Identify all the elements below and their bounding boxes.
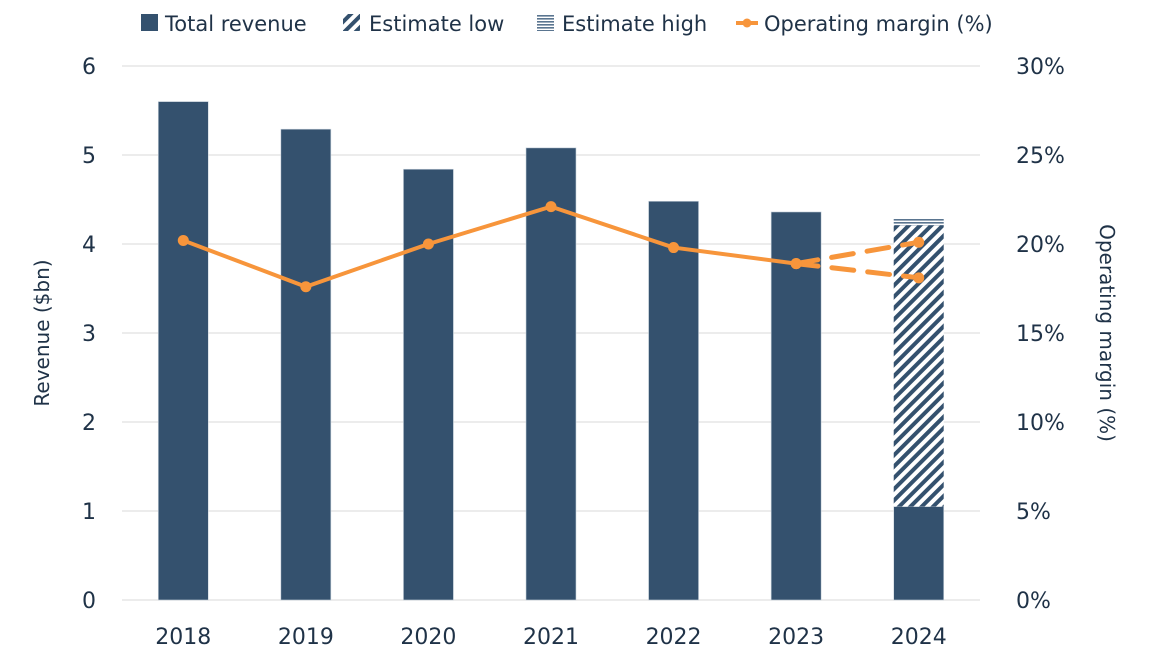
y2-tick-label: 5% (1016, 500, 1051, 525)
margin-line-point (790, 258, 802, 270)
y-tick-label: 6 (82, 55, 96, 80)
bar-total-revenue (157, 101, 209, 601)
legend-label: Operating margin (%) (764, 12, 993, 36)
legend-item-operating-margin[interactable]: Operating margin (%) (736, 12, 993, 36)
bar-total-revenue (403, 168, 454, 601)
margin-line (177, 201, 925, 293)
y-tick-label: 2 (82, 411, 96, 436)
legend-item-total-revenue[interactable]: Total revenue (141, 12, 307, 36)
y-axis-right: 0% 5% 10% 15% 20% 25% 30% (1016, 55, 1065, 614)
legend-swatch-dot (742, 18, 752, 28)
y-axis-title-right: Operating margin (%) (1095, 224, 1119, 442)
legend-label: Estimate high (562, 12, 707, 36)
y-axis-left: 0 1 2 3 4 5 6 (82, 55, 96, 614)
y2-tick-label: 30% (1016, 55, 1065, 80)
y2-tick-label: 20% (1016, 233, 1065, 258)
legend: Total revenue Estimate low Estimate high… (141, 12, 993, 36)
margin-line-point (668, 242, 680, 254)
bar-total-revenue (893, 506, 945, 601)
margin-line-point (177, 234, 189, 246)
margin-estimate-high-line (793, 239, 922, 267)
x-tick-label: 2024 (891, 625, 947, 650)
margin-line-point (300, 281, 312, 293)
bars (157, 101, 945, 601)
margin-estimate-high-line-point (913, 236, 925, 248)
x-tick-label: 2020 (400, 625, 456, 650)
y-tick-label: 1 (82, 500, 96, 525)
legend-swatch-square (141, 14, 158, 31)
bar-estimate-low (893, 225, 944, 507)
margin-line-point (545, 201, 557, 213)
x-axis: 2018 2019 2020 2021 2022 2023 2024 (155, 625, 946, 650)
y-tick-label: 3 (82, 322, 96, 347)
margin-estimate-low-line (793, 261, 922, 281)
legend-item-estimate-high[interactable]: Estimate high (537, 12, 707, 36)
y2-tick-label: 10% (1016, 411, 1065, 436)
y-tick-label: 0 (82, 589, 96, 614)
bar-total-revenue (525, 147, 577, 601)
legend-label: Estimate low (369, 12, 504, 36)
y-axis-title-left: Revenue ($bn) (30, 259, 54, 406)
bar-total-revenue (280, 128, 332, 601)
margin-line (182, 204, 797, 289)
y-tick-label: 4 (82, 233, 96, 258)
bar-estimate-high (893, 218, 944, 226)
legend-item-estimate-low[interactable]: Estimate low (343, 12, 504, 36)
y2-tick-label: 15% (1016, 322, 1065, 347)
legend-swatch-hatch (343, 14, 360, 31)
bar-total-revenue (770, 211, 822, 601)
x-tick-label: 2019 (278, 625, 334, 650)
bar-total-revenue (648, 200, 699, 601)
legend-swatch-lines (537, 14, 554, 31)
y-tick-label: 5 (82, 144, 96, 169)
margin-estimate-low-line-point (913, 272, 925, 284)
margin-line-point (422, 238, 434, 250)
y2-tick-label: 25% (1016, 144, 1065, 169)
y2-tick-label: 0% (1016, 589, 1051, 614)
x-tick-label: 2023 (768, 625, 824, 650)
x-tick-label: 2018 (155, 625, 211, 650)
legend-label: Total revenue (164, 12, 307, 36)
x-tick-label: 2021 (523, 625, 579, 650)
x-tick-label: 2022 (646, 625, 702, 650)
